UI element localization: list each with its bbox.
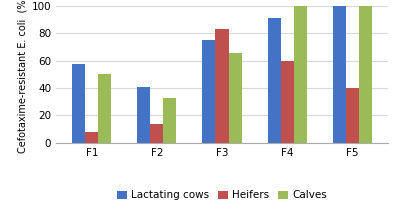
Bar xyxy=(346,88,359,143)
Bar xyxy=(85,132,98,143)
Legend: Lactating cows, Heifers, Calves: Lactating cows, Heifers, Calves xyxy=(113,186,331,204)
Bar xyxy=(202,40,216,143)
Bar xyxy=(164,98,176,143)
Bar xyxy=(268,18,280,143)
Y-axis label: Cefotaxime-resistant E. coli  (%): Cefotaxime-resistant E. coli (%) xyxy=(17,0,27,153)
Bar xyxy=(333,6,346,143)
Bar xyxy=(280,61,294,143)
Bar xyxy=(294,6,307,143)
Bar xyxy=(137,87,150,143)
Bar xyxy=(216,29,228,143)
Bar xyxy=(228,53,242,143)
Bar xyxy=(359,6,372,143)
Bar xyxy=(150,124,164,143)
Bar xyxy=(72,63,85,143)
Bar xyxy=(98,74,111,143)
